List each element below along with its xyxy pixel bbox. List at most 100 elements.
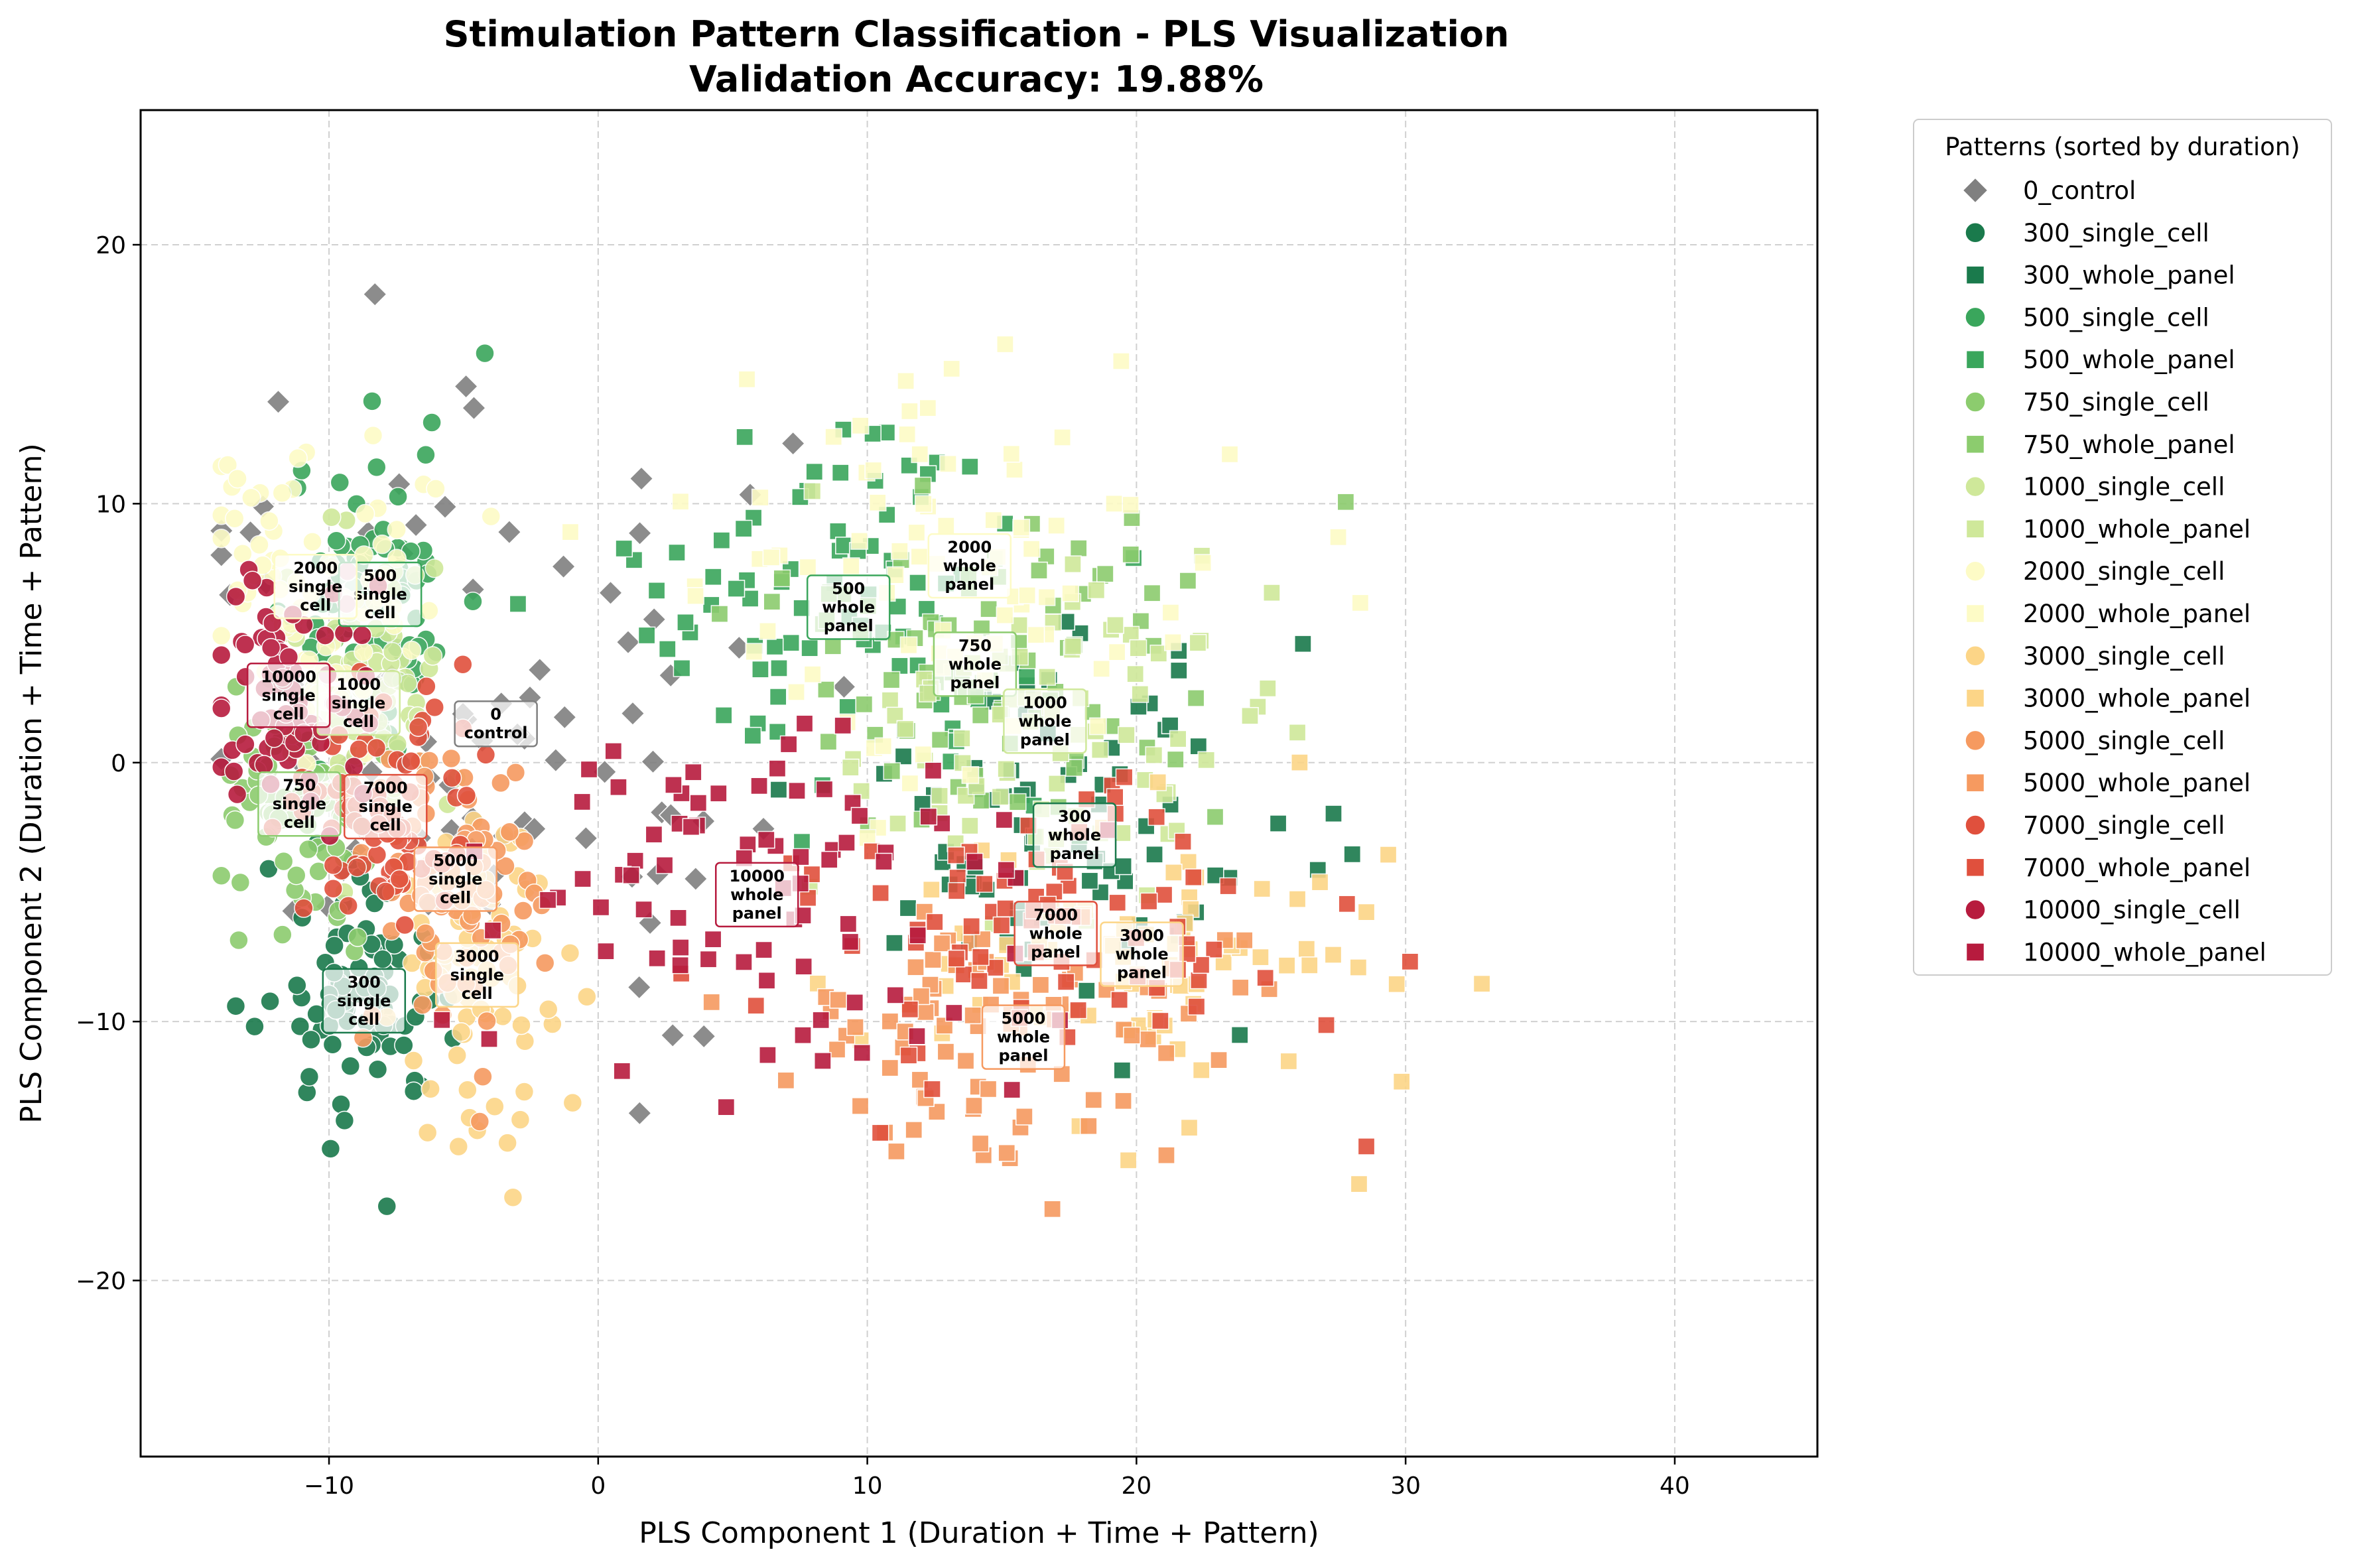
data-point xyxy=(851,417,870,435)
centroid-label-text: cell xyxy=(365,604,396,622)
legend-marker xyxy=(1965,858,1985,878)
data-point xyxy=(454,373,479,399)
centroid-label-text: 750 xyxy=(958,636,992,655)
data-point xyxy=(787,683,805,701)
data-point xyxy=(1291,753,1309,771)
data-point xyxy=(689,794,708,812)
data-point xyxy=(1324,946,1342,964)
legend-item-300_whole_panel: 300_whole_panel xyxy=(1965,261,2235,290)
centroid-label-text: 0 xyxy=(490,705,501,724)
legend-label: 5000_single_cell xyxy=(2023,726,2225,755)
data-point xyxy=(668,543,686,562)
data-point xyxy=(964,1006,982,1025)
data-point xyxy=(898,425,917,444)
x-axis-label: PLS Component 1 (Duration + Time + Patte… xyxy=(639,1516,1319,1550)
data-point xyxy=(677,613,694,631)
data-point xyxy=(1053,428,1071,446)
data-point xyxy=(1017,667,1036,686)
data-point xyxy=(613,1062,631,1080)
data-point xyxy=(298,839,318,860)
data-point xyxy=(1119,1151,1138,1169)
data-point xyxy=(413,995,432,1015)
legend-label: 2000_single_cell xyxy=(2023,557,2225,586)
data-point xyxy=(470,1112,490,1132)
data-point xyxy=(491,773,511,793)
data-point xyxy=(645,825,663,844)
data-point xyxy=(781,430,806,456)
data-point xyxy=(782,633,800,652)
data-point xyxy=(1343,845,1362,864)
data-point xyxy=(451,1022,472,1042)
legend-label: 2000_whole_panel xyxy=(2023,600,2251,628)
data-point xyxy=(992,916,1011,935)
legend-marker xyxy=(1965,899,1986,921)
data-point xyxy=(458,1080,478,1100)
data-point xyxy=(1161,604,1180,621)
data-point xyxy=(917,1003,935,1021)
data-point xyxy=(883,762,901,780)
data-point xyxy=(1206,808,1224,826)
centroid-label-text: panel xyxy=(1020,730,1070,749)
data-point xyxy=(889,815,907,832)
data-point xyxy=(1329,528,1347,547)
data-point xyxy=(348,927,367,947)
data-point xyxy=(1114,857,1132,876)
data-point xyxy=(513,901,533,921)
scatter-points xyxy=(209,282,1491,1218)
centroid-label-text: whole xyxy=(1029,924,1082,943)
data-point xyxy=(515,1031,535,1051)
legend-marker xyxy=(1962,177,1989,204)
data-point xyxy=(539,891,557,909)
centroid-label-text: 300 xyxy=(1058,807,1091,826)
data-point xyxy=(886,986,905,1004)
centroid-label-text: cell xyxy=(273,704,304,723)
data-point xyxy=(367,844,387,865)
data-point xyxy=(1106,616,1124,634)
data-point xyxy=(408,717,428,738)
data-point xyxy=(710,605,729,623)
data-point xyxy=(302,532,322,552)
data-point xyxy=(956,787,975,805)
data-point xyxy=(1022,540,1041,558)
data-point xyxy=(824,428,843,446)
data-point xyxy=(235,734,255,754)
legend-marker xyxy=(1965,519,1985,539)
data-point xyxy=(947,882,966,900)
legend-label: 300_whole_panel xyxy=(2023,261,2235,290)
centroid-label-text: panel xyxy=(945,575,994,594)
data-point xyxy=(986,958,1004,977)
data-point xyxy=(476,745,496,765)
data-point xyxy=(1030,561,1048,580)
centroid-label-text: single xyxy=(354,585,407,604)
centroid-label-text: whole xyxy=(1115,945,1168,964)
axis-ticks: −10 0 10 20 30 40 −20 −10 0 10 20 xyxy=(76,232,1690,1500)
legend-marker xyxy=(1965,434,1985,454)
data-point xyxy=(971,948,990,966)
data-point xyxy=(561,523,580,541)
data-point xyxy=(996,335,1014,354)
legend-item-500_single_cell: 500_single_cell xyxy=(1965,303,2209,332)
data-point xyxy=(510,1110,531,1130)
data-point xyxy=(1069,1001,1087,1019)
data-point xyxy=(301,1029,321,1050)
data-point xyxy=(834,716,852,735)
data-point xyxy=(744,509,763,527)
data-point xyxy=(1064,555,1082,574)
centroid-label-text: 500 xyxy=(363,566,397,585)
data-point xyxy=(1064,637,1082,655)
data-point xyxy=(1189,633,1207,652)
data-point xyxy=(819,732,838,751)
centroid-label-text: cell xyxy=(462,984,493,1003)
centroid-label-text: single xyxy=(332,694,385,712)
data-point xyxy=(1350,1175,1368,1193)
data-point xyxy=(952,729,971,748)
data-point xyxy=(682,818,700,836)
data-point xyxy=(820,850,838,869)
data-point xyxy=(1205,941,1223,958)
data-point xyxy=(803,482,822,500)
data-point xyxy=(1337,493,1355,511)
data-point xyxy=(750,777,768,795)
